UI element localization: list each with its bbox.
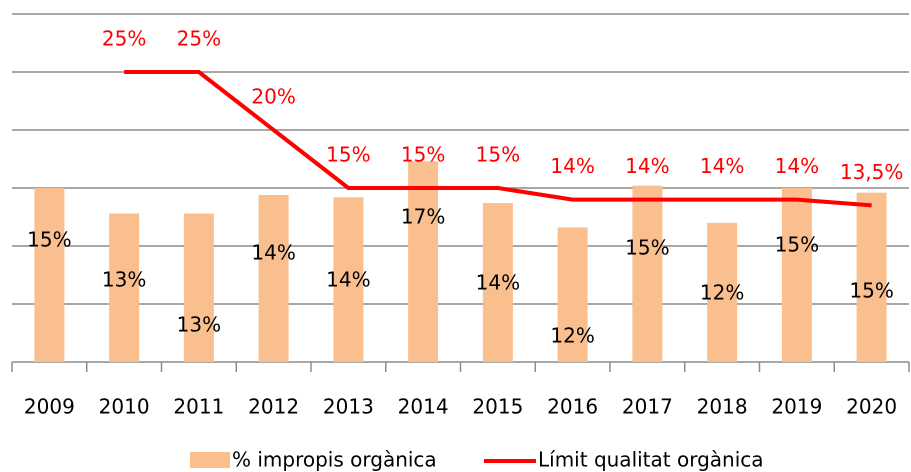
x-tick-label: 2018 — [697, 395, 748, 419]
line-value-label: 25% — [102, 27, 146, 51]
bar — [856, 192, 887, 362]
line-value-label: 14% — [550, 154, 594, 178]
line-value-label: 13,5% — [840, 160, 904, 184]
bar-value-label: 15% — [775, 233, 819, 257]
x-tick-label: 2017 — [622, 395, 673, 419]
bar-value-label: 14% — [326, 268, 370, 292]
bar — [632, 185, 663, 362]
bar-value-label: 12% — [550, 324, 594, 348]
bar — [707, 222, 738, 362]
bar — [333, 197, 364, 362]
bar — [109, 213, 140, 362]
legend-label: % impropis orgànica — [232, 448, 437, 472]
bar-value-label: 15% — [27, 228, 71, 252]
bar — [34, 188, 65, 362]
x-tick-label: 2015 — [472, 395, 523, 419]
bar-value-label: 14% — [251, 241, 295, 265]
line-value-label: 14% — [775, 154, 819, 178]
x-tick-label: 2011 — [173, 395, 224, 419]
bar-value-label: 14% — [476, 271, 520, 295]
bar — [183, 213, 214, 362]
legend-swatch — [190, 452, 230, 468]
line — [124, 70, 872, 208]
line-value-label: 15% — [401, 143, 445, 167]
bar — [557, 227, 588, 362]
bar-value-label: 15% — [625, 236, 669, 260]
x-tick-label: 2013 — [323, 395, 374, 419]
x-tick-label: 2019 — [771, 395, 822, 419]
bar-value-label: 15% — [849, 279, 893, 303]
line-value-label: 20% — [251, 85, 295, 109]
bar-value-label: 13% — [177, 313, 221, 337]
line-value-label: 25% — [177, 27, 221, 51]
bar — [258, 194, 289, 362]
x-tick-label: 2010 — [99, 395, 150, 419]
line-value-label: 14% — [700, 154, 744, 178]
x-tick-label: 2009 — [24, 395, 75, 419]
bar — [408, 161, 439, 362]
bar-value-label: 17% — [401, 205, 445, 229]
bar — [781, 188, 812, 362]
bar — [482, 203, 513, 362]
x-tick-label: 2012 — [248, 395, 299, 419]
line-value-label: 15% — [476, 143, 520, 167]
bar-value-label: 13% — [102, 268, 146, 292]
bar-value-label: 12% — [700, 281, 744, 305]
x-tick-label: 2016 — [547, 395, 598, 419]
x-tick-label: 2020 — [846, 395, 897, 419]
line-value-label: 15% — [326, 143, 370, 167]
x-tick-label: 2014 — [398, 395, 449, 419]
legend-label: Límit qualitat orgànica — [538, 448, 764, 472]
line-value-label: 14% — [625, 154, 669, 178]
